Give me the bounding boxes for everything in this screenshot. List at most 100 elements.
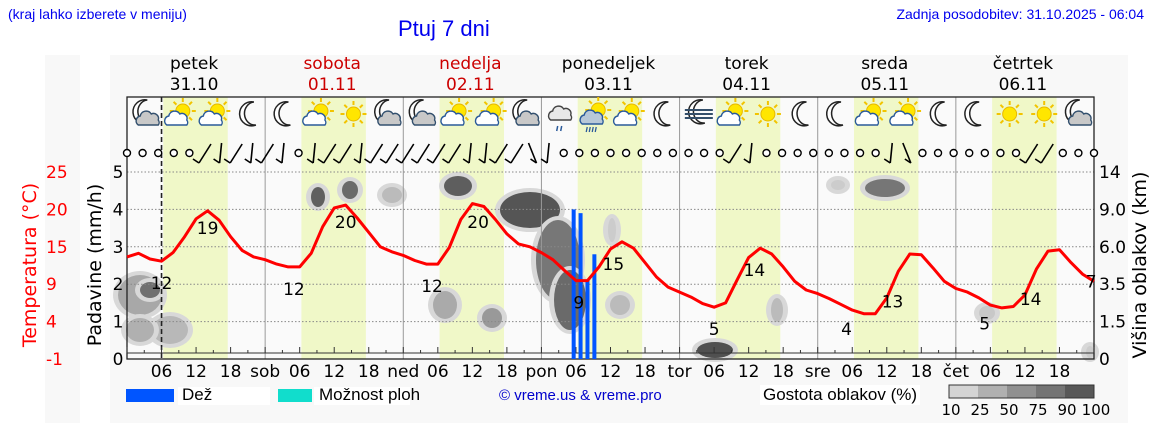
day-name: ponedeljek	[562, 54, 656, 74]
rain-label: Dež	[182, 385, 213, 404]
moon-cloud-icon	[374, 99, 402, 126]
temp-tick: 20	[46, 200, 68, 220]
calm-wind-icon	[777, 148, 787, 158]
moon-cloud-icon	[1064, 99, 1093, 126]
rain-tick: 1	[113, 313, 124, 333]
temp-annotation: 13	[882, 293, 904, 313]
rain-bar	[571, 209, 576, 359]
wind-barb-icon	[379, 143, 399, 164]
calm-wind-icon	[918, 148, 927, 158]
temp-annotation: 20	[335, 213, 357, 233]
calm-wind-icon	[793, 148, 802, 158]
cloud-height-tick: 9.0	[1099, 200, 1126, 220]
wind-barb-icon	[213, 142, 223, 164]
rain-tick: 5	[113, 163, 124, 183]
cloud-density-blob	[140, 282, 160, 298]
moon-cloud-icon	[408, 99, 437, 126]
calm-wind-icon	[824, 148, 834, 158]
wind-barb-icon	[902, 142, 912, 164]
x-tick-label: sob	[250, 362, 280, 382]
rain-bar	[578, 213, 583, 359]
sun-cloud-icon	[440, 98, 473, 126]
day-name: sreda	[861, 54, 908, 74]
sun-icon	[1031, 101, 1058, 127]
cloud-density-blob	[831, 180, 845, 190]
wind-barb-icon	[306, 142, 316, 164]
cloud-height-tick: 0	[1099, 350, 1110, 370]
day-date: 04.11	[722, 75, 771, 95]
moon-icon	[238, 101, 257, 127]
x-tick-label: 12	[876, 362, 898, 382]
cloud-density-blob	[433, 291, 457, 319]
copyright-link[interactable]: © vreme.us & vreme.pro	[499, 387, 662, 404]
region-hint[interactable]: (kraj lahko izberete v meniju)	[8, 6, 187, 22]
rain-tick: 2	[113, 275, 124, 295]
sun-cloud-icon	[612, 98, 645, 126]
rain-axis-label: Padavine (mm/h)	[84, 184, 106, 347]
rain-cloud-icon	[547, 105, 573, 132]
day-name: torek	[725, 54, 769, 74]
temp-tick: 4	[46, 313, 57, 333]
calm-wind-icon	[621, 148, 631, 158]
wind-barb-icon	[353, 142, 363, 164]
temp-annotation: 12	[421, 277, 443, 297]
temp-annotation: 12	[151, 274, 173, 294]
calm-wind-icon	[840, 148, 849, 158]
moon-fog-icon	[684, 99, 713, 125]
x-tick-label: 06	[427, 362, 449, 382]
density-level: 50	[999, 401, 1018, 419]
cloud-density-blob	[865, 179, 905, 197]
wind-barb-icon	[426, 143, 446, 164]
temp-annotation: 20	[467, 213, 489, 233]
temperature-line	[126, 202, 1095, 316]
cloud-height-tick: 14	[1099, 163, 1121, 183]
day-date: 31.10	[170, 75, 219, 95]
wind-barb-icon	[540, 142, 550, 164]
calm-wind-icon	[294, 148, 303, 158]
temp-tick: -1	[46, 350, 63, 370]
sun-icon	[754, 101, 781, 127]
calm-wind-icon	[169, 148, 178, 158]
calm-wind-icon	[980, 148, 990, 158]
temp-annotation: 12	[283, 280, 305, 300]
wind-barb-icon	[192, 143, 212, 164]
wind-barb-icon	[527, 142, 538, 164]
wind-barb-icon	[332, 143, 353, 164]
wind-barb-icon	[1019, 143, 1039, 164]
rain-tick: 0	[113, 350, 124, 370]
daylight-band	[301, 97, 366, 359]
x-tick-label: 18	[358, 362, 380, 382]
day-date: 03.11	[584, 75, 633, 95]
showers-label-bg	[314, 387, 410, 405]
x-tick-label: 12	[1014, 362, 1036, 382]
wind-barb-icon	[244, 142, 254, 164]
rain-bar	[585, 280, 590, 359]
density-level: 75	[1028, 401, 1047, 419]
wind-barb-icon	[410, 143, 431, 164]
x-tick-label: 18	[634, 362, 656, 382]
wind-barb-icon	[883, 142, 894, 164]
calm-wind-icon	[699, 148, 709, 158]
x-tick-label: čet	[943, 362, 970, 382]
cloud-density-title: Gostota oblakov (%)	[760, 385, 921, 405]
calm-wind-icon	[668, 148, 678, 158]
calm-wind-icon	[590, 148, 600, 158]
wind-barb-icon	[254, 143, 275, 164]
density-swatch	[949, 385, 978, 398]
calm-wind-icon	[933, 148, 943, 158]
day-date: 02.11	[446, 75, 495, 95]
temp-annotation: 9	[573, 294, 584, 314]
density-level: 10	[941, 401, 960, 419]
day-name: nedelja	[439, 54, 501, 74]
cloud-density-blob	[500, 192, 560, 228]
sun-cloud-icon	[716, 98, 749, 126]
day-name: petek	[170, 54, 218, 74]
density-swatch	[1036, 385, 1065, 398]
cloud-density-blob	[979, 306, 995, 320]
calm-wind-icon	[637, 148, 646, 158]
wind-barb-icon	[462, 142, 472, 164]
rain-swatch	[126, 389, 174, 402]
temp-annotation: 14	[1020, 290, 1042, 310]
calm-wind-icon	[715, 148, 724, 158]
